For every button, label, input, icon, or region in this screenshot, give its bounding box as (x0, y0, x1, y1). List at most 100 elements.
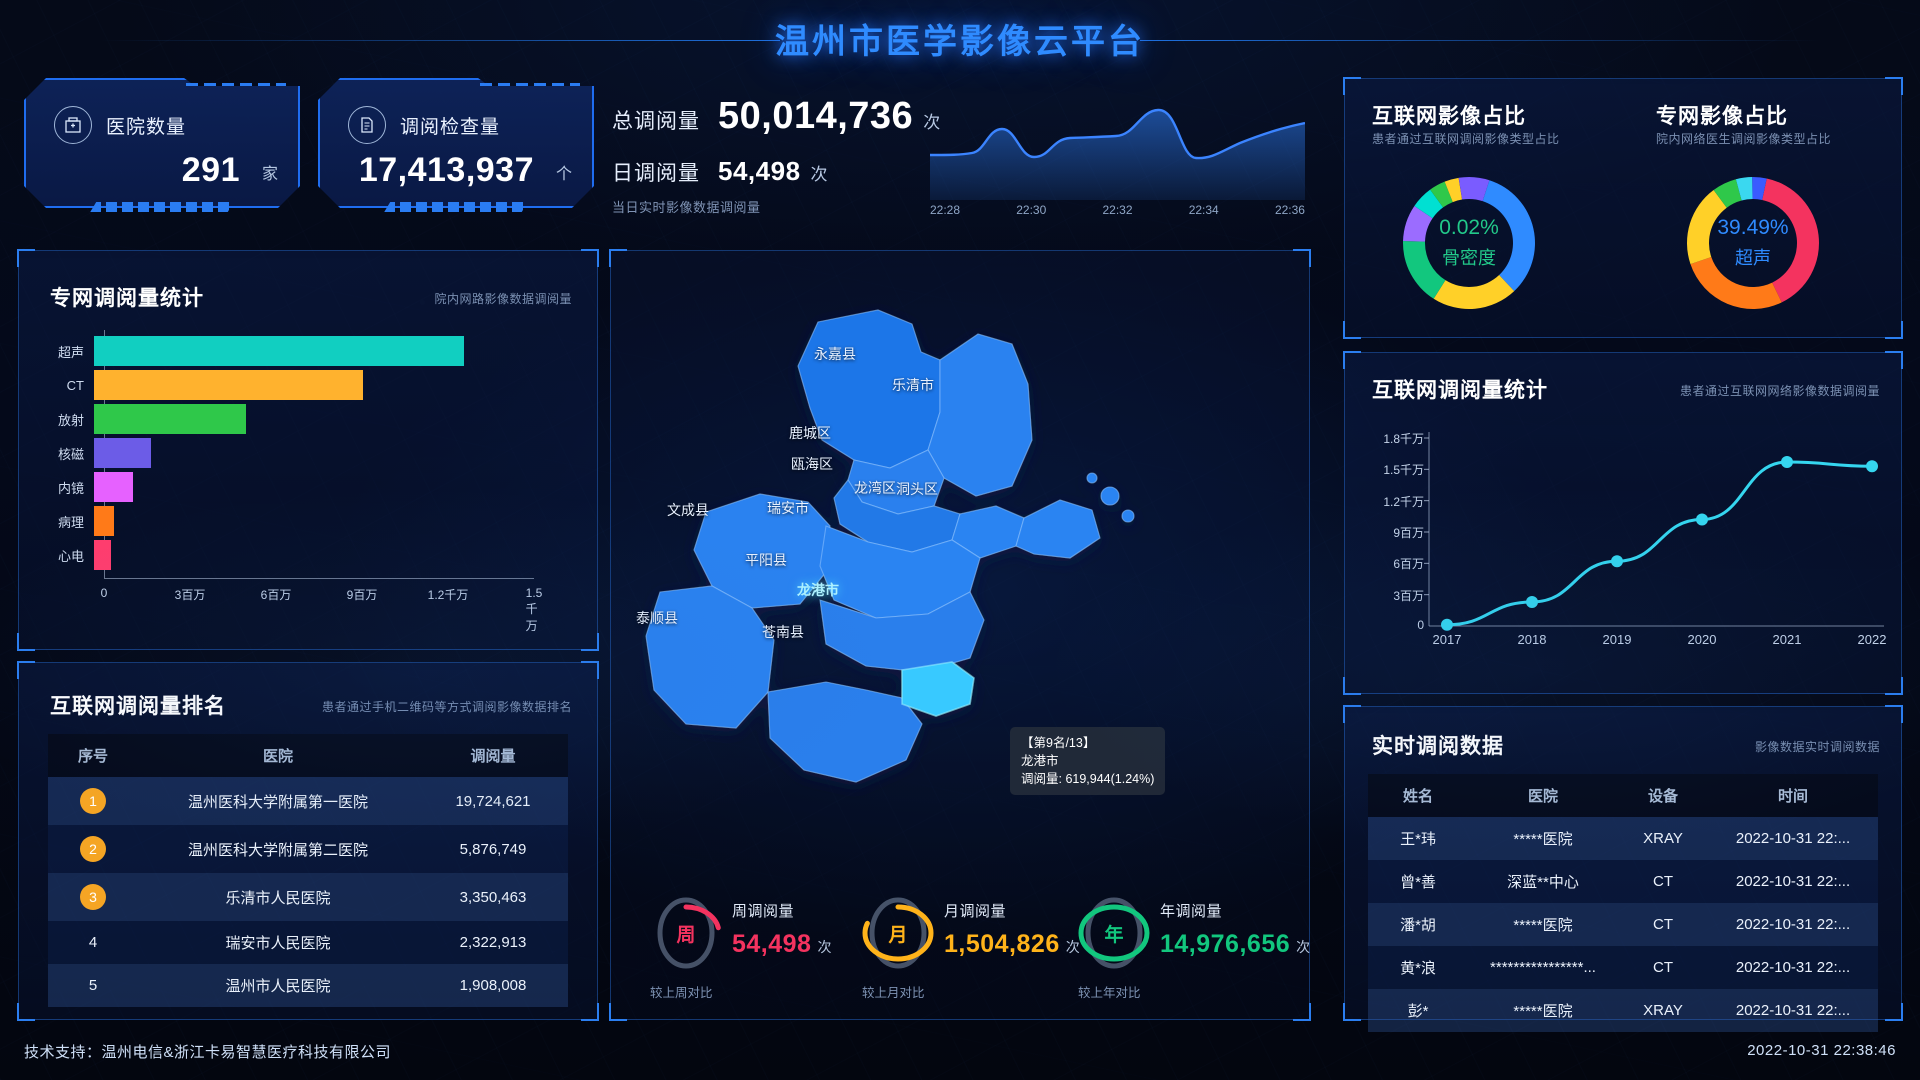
gauge-month[interactable]: 月 月调阅量 1,504,826 次较上月对比 (862, 890, 1080, 1005)
map-region-label[interactable]: 苍南县 (762, 624, 804, 640)
cell-rank: 2 (48, 825, 138, 873)
cell-hospital: *****医院 (1468, 903, 1618, 946)
donut-private-image-share[interactable]: 39.49% 超声 (1678, 168, 1828, 318)
map-region-label[interactable]: 永嘉县 (814, 346, 856, 362)
kpi-card-exam-views[interactable]: 调阅检查量 17,413,937 个 (318, 78, 594, 208)
map-region-label[interactable]: 鹿城区 (789, 425, 831, 441)
map-region-label[interactable]: 文成县 (667, 502, 709, 518)
tooltip-value: 调阅量: 619,944(1.24%) (1021, 772, 1155, 787)
bar-category-label: 内镜 (57, 480, 84, 496)
table-row[interactable]: 彭* *****医院 XRAY 2022-10-31 22:... (1368, 989, 1878, 1032)
line-x-tick: 2018 (1517, 632, 1547, 647)
donut-slice[interactable] (1402, 240, 1446, 299)
cell-hospital: 温州市人民医院 (138, 964, 418, 1007)
col-hospital: 医院 (1468, 774, 1618, 817)
kpi-unit: 家 (261, 166, 278, 183)
line-data-point[interactable] (1781, 456, 1793, 469)
donut-slice[interactable] (1458, 176, 1490, 202)
table-row[interactable]: 潘*胡 *****医院 CT 2022-10-31 22:... (1368, 903, 1878, 946)
kpi-card-hospital-count[interactable]: 医院数量 291 家 (24, 78, 300, 208)
line-data-point[interactable] (1866, 460, 1878, 473)
donut-slice[interactable] (1458, 177, 1463, 200)
kpi-foot-decor (384, 202, 528, 212)
donut-slice[interactable] (1690, 257, 1782, 309)
table-row[interactable]: 4 瑞安市人民医院 2,322,913 (48, 921, 568, 964)
gauge-ring (862, 897, 934, 969)
panel-internet-ranking: 互联网调阅量排名 患者通过手机二维码等方式调阅影像数据排名 序号 医院 调阅量 … (17, 661, 599, 1021)
bar-row[interactable]: 核磁 (38, 438, 152, 468)
table-row[interactable]: 3 乐清市人民医院 3,350,463 (48, 873, 568, 921)
table-row[interactable]: 王*玮 *****医院 XRAY 2022-10-31 22:... (1368, 817, 1878, 860)
frame-corner (1343, 677, 1361, 695)
table-row[interactable]: 黄*浪 ****************... CT 2022-10-31 22:..… (1368, 946, 1878, 989)
realtime-sparkline-chart: 22:28 22:30 22:32 22:34 22:36 (929, 95, 1306, 217)
donut-slice[interactable] (1687, 190, 1727, 265)
donut-slice[interactable] (1752, 176, 1767, 200)
sparkline-tick: 22:34 (1188, 203, 1219, 217)
header-rule-left (100, 40, 780, 41)
map-region-label[interactable]: 乐清市 (892, 377, 934, 393)
kpi-header: 调阅检查量 (348, 106, 500, 144)
rank-badge: 3 (80, 884, 106, 910)
donut-internet-image-share[interactable]: 0.02% 骨密度 (1394, 168, 1544, 318)
donut-slice[interactable] (1433, 275, 1515, 310)
map-region-label[interactable]: 平阳县 (745, 552, 787, 568)
line-data-point[interactable] (1611, 555, 1623, 568)
donut-slice[interactable] (1762, 178, 1819, 303)
realtime-table-body: 王*玮 *****医院 XRAY 2022-10-31 22:... 曾*善 深蓝**中心… (1368, 817, 1878, 1032)
table-row[interactable]: 1 温州医科大学附属第一医院 19,724,621 (48, 777, 568, 825)
line-data-point[interactable] (1696, 513, 1708, 526)
donut-slice[interactable] (1414, 189, 1444, 219)
section-subtitle: 患者通过互联网网络影像数据调阅量 (1679, 384, 1880, 398)
bar-row[interactable]: CT (38, 370, 364, 400)
total-views-row: 总调阅量 50,014,736 次 (612, 95, 940, 138)
section-subtitle: 患者通过手机二维码等方式调阅影像数据排名 (321, 700, 572, 714)
bar-row[interactable]: 心电 (38, 540, 112, 570)
bar-row[interactable]: 内镜 (38, 472, 133, 502)
panel-internet-views-trend: 互联网调阅量统计 患者通过互联网网络影像数据调阅量 0 3百万 6百万 9百万 1.2千… (1343, 351, 1903, 695)
line-data-point[interactable] (1526, 595, 1538, 608)
bar-row[interactable]: 病理 (38, 506, 115, 536)
wenzhou-map[interactable] (640, 300, 1280, 860)
gauge-unit: 次 (1296, 939, 1311, 955)
map-region-label[interactable]: 龙湾区 (854, 480, 896, 496)
line-data-point[interactable] (1441, 618, 1453, 631)
gauge-week[interactable]: 周 周调阅量 54,498 次较上周对比 (650, 890, 860, 1005)
donut-title-private: 专网影像占比 (1656, 105, 1788, 128)
kpi-header: 医院数量 (54, 106, 186, 144)
donut-slice[interactable] (1482, 180, 1535, 292)
map-region-label[interactable]: 瓯海区 (791, 456, 833, 472)
map-region-label[interactable]: 泰顺县 (636, 610, 678, 626)
donut-center-label: 超声 (1735, 248, 1771, 268)
frame-corner (1343, 77, 1361, 95)
donut-slice[interactable] (1713, 179, 1742, 208)
panel-realtime-data: 实时调阅数据 影像数据实时调阅数据 姓名 医院 设备 时间 王*玮 *****医院… (1343, 705, 1903, 1032)
donut-slice[interactable] (1735, 177, 1753, 201)
donut-slice[interactable] (1430, 181, 1453, 208)
cell-device: XRAY (1618, 989, 1708, 1032)
bar-row[interactable]: 超声 (38, 336, 464, 366)
donut-private-svg (1687, 176, 1819, 309)
bar-row[interactable]: 放射 (38, 404, 246, 434)
line-x-tick: 2017 (1432, 632, 1462, 647)
map-region-label[interactable]: 瑞安市 (767, 500, 809, 516)
donut-slice[interactable] (1403, 205, 1433, 242)
map-region-label-highlighted[interactable]: 龙港市 (797, 582, 839, 598)
cell-views: 1,908,008 (418, 964, 568, 1007)
cell-views: 5,876,749 (418, 825, 568, 873)
cell-time: 2022-10-31 22:... (1708, 989, 1878, 1032)
donut-slice[interactable] (1444, 177, 1463, 203)
table-header-row: 序号 医院 调阅量 (48, 734, 568, 777)
table-row[interactable]: 5 温州市人民医院 1,908,008 (48, 964, 568, 1007)
table-row[interactable]: 曾*善 深蓝**中心 CT 2022-10-31 22:... (1368, 860, 1878, 903)
donut-subtitle-private: 院内网络医生调阅影像类型占比 (1656, 132, 1832, 146)
map-region-label[interactable]: 洞头区 (896, 481, 938, 497)
table-row[interactable]: 2 温州医科大学附属第二医院 5,876,749 (48, 825, 568, 873)
gauge-year[interactable]: 年 年调阅量 14,976,656 次较上年对比 (1078, 890, 1310, 1005)
section-title: 互联网调阅量统计 (1372, 379, 1548, 402)
cell-time: 2022-10-31 22:... (1708, 860, 1878, 903)
section-subtitle: 院内网路影像数据调阅量 (434, 292, 572, 306)
kpi-label: 医院数量 (106, 116, 187, 138)
footer-support: 技术支持：温州电信&浙江卡易智慧医疗科技有限公司 (24, 1044, 392, 1061)
sparkline-x-axis: 22:28 22:30 22:32 22:34 22:36 (930, 203, 1305, 217)
